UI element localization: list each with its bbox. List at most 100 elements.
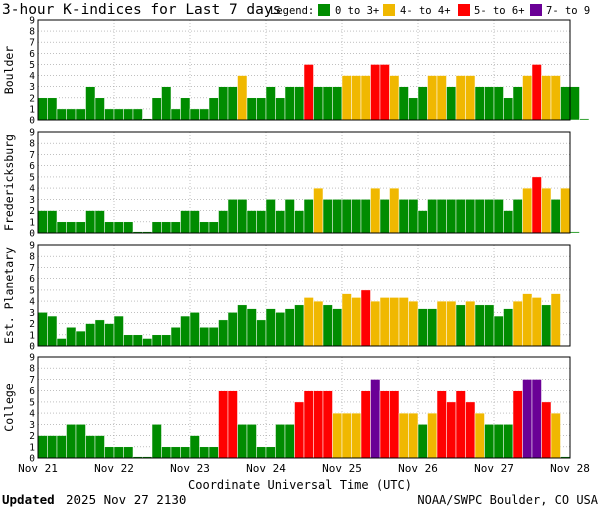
k-index-bar bbox=[66, 221, 77, 234]
k-index-bar bbox=[398, 86, 409, 121]
y-tick-label: 2 bbox=[29, 431, 35, 442]
x-tick-label: Nov 21 bbox=[18, 462, 58, 475]
k-index-bar bbox=[332, 308, 343, 347]
k-index-bar bbox=[465, 401, 476, 459]
k-index-bar bbox=[550, 75, 561, 121]
k-index-bar bbox=[465, 199, 476, 234]
k-index-bar bbox=[37, 210, 48, 234]
y-tick-label: 3 bbox=[29, 195, 35, 206]
k-index-bar bbox=[541, 304, 552, 347]
k-index-bar bbox=[379, 199, 390, 234]
k-index-bar bbox=[360, 390, 371, 459]
y-tick-label: 3 bbox=[29, 420, 35, 431]
panel-name: College bbox=[2, 383, 16, 432]
k-index-bar bbox=[474, 412, 485, 459]
k-index-bar bbox=[237, 304, 248, 347]
k-index-bar bbox=[455, 304, 466, 347]
legend: Legend: 0 to 3+ 4- to 4+ 5- to 6+ 7- to … bbox=[270, 4, 590, 17]
y-tick-label: 4 bbox=[29, 184, 35, 195]
y-tick-label: 6 bbox=[29, 386, 35, 397]
k-index-bar bbox=[275, 424, 286, 459]
k-index-bar bbox=[161, 221, 172, 234]
x-tick-label: Nov 27 bbox=[474, 462, 514, 475]
k-index-bar bbox=[484, 199, 495, 234]
k-index-bar bbox=[104, 323, 115, 347]
updated-label: Updated bbox=[2, 492, 55, 507]
k-index-bar bbox=[37, 435, 48, 459]
y-tick-label: 5 bbox=[29, 60, 35, 71]
k-index-bar bbox=[370, 300, 381, 347]
y-tick-label: 7 bbox=[29, 38, 35, 49]
y-tick-label: 5 bbox=[29, 397, 35, 408]
k-index-bar bbox=[113, 315, 124, 347]
y-tick-label: 2 bbox=[29, 319, 35, 330]
k-index-bar bbox=[85, 435, 96, 459]
k-index-bar bbox=[123, 221, 134, 234]
k-index-bar bbox=[94, 210, 105, 234]
x-tick-label: Nov 26 bbox=[398, 462, 438, 475]
y-tick-label: 9 bbox=[29, 16, 35, 27]
legend-item-0: 0 to 3+ bbox=[318, 4, 379, 17]
k-index-bar bbox=[123, 108, 134, 121]
k-index-bar bbox=[56, 435, 67, 459]
y-tick-label: 0 bbox=[29, 229, 35, 240]
k-index-bar bbox=[246, 97, 257, 121]
k-index-bar bbox=[208, 221, 219, 234]
y-tick-label: 9 bbox=[29, 353, 35, 364]
k-index-bar bbox=[37, 312, 48, 347]
panel-name: Est. Planetary bbox=[2, 247, 16, 344]
x-tick-label: Nov 22 bbox=[94, 462, 134, 475]
k-index-bar bbox=[417, 308, 428, 347]
y-tick-label: 4 bbox=[29, 71, 35, 82]
k-index-bar bbox=[351, 412, 362, 459]
k-index-bar bbox=[284, 199, 295, 234]
k-index-bar bbox=[170, 108, 181, 121]
k-index-bar bbox=[132, 334, 143, 347]
k-index-bar bbox=[237, 199, 248, 234]
k-index-bar bbox=[322, 304, 333, 347]
k-index-bar bbox=[227, 199, 238, 234]
k-index-bar bbox=[332, 199, 343, 234]
k-index-bar bbox=[560, 86, 571, 121]
k-index-bar bbox=[265, 86, 276, 121]
k-index-bar bbox=[503, 210, 514, 234]
k-index-bar bbox=[151, 424, 162, 459]
k-index-bar bbox=[284, 308, 295, 347]
k-index-bar bbox=[104, 446, 115, 459]
k-index-bar bbox=[275, 97, 286, 121]
k-index-bar bbox=[322, 390, 333, 459]
k-index-bar bbox=[75, 424, 86, 459]
y-tick-label: 8 bbox=[29, 27, 35, 38]
panel-frame bbox=[37, 244, 571, 347]
k-index-bar bbox=[246, 308, 257, 347]
k-index-bar bbox=[550, 412, 561, 459]
k-index-bar bbox=[294, 210, 305, 234]
k-index-bar bbox=[427, 308, 438, 347]
k-index-bar bbox=[493, 315, 504, 347]
k-index-bar bbox=[436, 390, 447, 459]
k-index-bar bbox=[408, 199, 419, 234]
k-index-bar bbox=[227, 312, 238, 347]
k-index-bar bbox=[113, 221, 124, 234]
k-index-bar bbox=[389, 297, 400, 347]
k-index-bar bbox=[180, 97, 191, 121]
y-tick-label: 6 bbox=[29, 49, 35, 60]
y-tick-label: 7 bbox=[29, 263, 35, 274]
x-tick-label: Nov 28 bbox=[550, 462, 590, 475]
k-index-bar bbox=[180, 446, 191, 459]
k-index-bar bbox=[246, 210, 257, 234]
x-tick-label: Nov 25 bbox=[322, 462, 362, 475]
k-index-bar bbox=[351, 297, 362, 347]
k-index-bar bbox=[218, 319, 229, 347]
k-index-bar bbox=[512, 390, 523, 459]
k-index-bar bbox=[455, 199, 466, 234]
y-tick-label: 6 bbox=[29, 274, 35, 285]
k-index-bar bbox=[531, 176, 542, 234]
k-index-bar bbox=[275, 312, 286, 347]
y-tick-label: 2 bbox=[29, 93, 35, 104]
k-index-bar bbox=[199, 108, 210, 121]
k-index-bar bbox=[294, 401, 305, 459]
k-index-bar bbox=[436, 199, 447, 234]
k-index-bar bbox=[322, 199, 333, 234]
